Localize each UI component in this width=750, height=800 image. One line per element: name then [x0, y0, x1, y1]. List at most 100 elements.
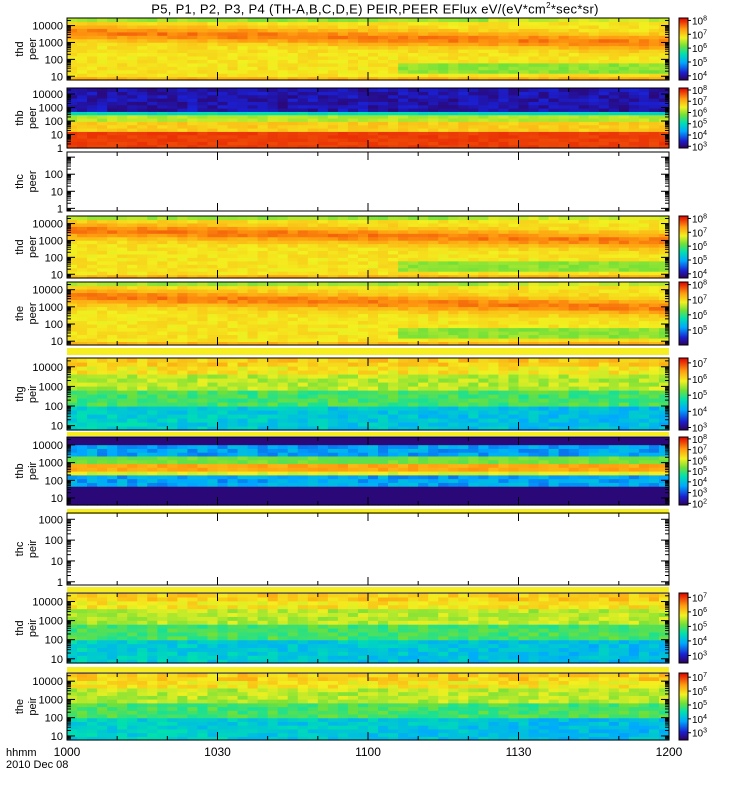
heatmap-cell	[438, 247, 449, 252]
heatmap-cell	[548, 73, 560, 78]
heatmap-cell	[528, 229, 540, 234]
heatmap-cell	[598, 66, 610, 71]
heatmap-cell	[67, 285, 78, 290]
heatmap-cell	[518, 303, 530, 308]
heatmap-cell	[187, 98, 199, 102]
heatmap-cell	[608, 274, 620, 279]
heatmap-cell	[508, 18, 520, 23]
heatmap-cell	[287, 49, 299, 54]
heatmap-cell	[307, 303, 319, 308]
heatmap-cell	[518, 21, 530, 26]
heatmap-cell	[87, 299, 98, 304]
heatmap-cell	[317, 76, 329, 81]
heatmap-cell	[157, 219, 168, 224]
heatmap-cell	[658, 98, 670, 102]
heatmap-cell	[428, 55, 439, 60]
heatmap-cell	[287, 334, 299, 339]
heatmap-cell	[558, 24, 570, 29]
heatmap-cell	[87, 38, 98, 43]
heatmap-cell	[307, 49, 319, 54]
heatmap-cell	[548, 240, 560, 245]
heatmap-cell	[478, 310, 489, 315]
heatmap-cell	[207, 341, 219, 346]
heatmap-cell	[247, 66, 259, 71]
heatmap-cell	[418, 128, 429, 132]
heatmap-cell	[588, 59, 600, 64]
heatmap-cell	[568, 98, 580, 102]
heatmap-cell	[528, 138, 540, 142]
heatmap-cell	[97, 306, 108, 311]
heatmap-cell	[588, 240, 600, 245]
heatmap-cell	[538, 236, 550, 241]
heatmap-cell	[578, 21, 590, 26]
heatmap-cell	[67, 292, 78, 297]
heatmap-cell	[438, 285, 449, 290]
heatmap-cell	[518, 98, 530, 102]
heatmap-cell	[378, 229, 389, 234]
heatmap-cell	[257, 331, 269, 336]
heatmap-cell	[67, 49, 78, 54]
heatmap-cell	[408, 334, 419, 339]
heatmap-cell	[658, 299, 670, 304]
heatmap-cell	[488, 45, 500, 50]
y-tick-label: 1000	[39, 302, 63, 314]
heatmap-cell	[267, 98, 279, 102]
heatmap-cell	[277, 18, 289, 23]
heatmap-cell	[398, 59, 409, 64]
heatmap-cell	[628, 317, 640, 322]
heatmap-cell	[107, 66, 118, 71]
heatmap-cell	[137, 292, 148, 297]
heatmap-cell	[608, 267, 620, 272]
heatmap-cell	[187, 131, 199, 136]
heatmap-cell	[97, 260, 108, 265]
heatmap-cell	[157, 327, 168, 332]
heatmap-cell	[648, 222, 660, 227]
heatmap-cell	[267, 216, 279, 221]
heatmap-cell	[378, 94, 389, 99]
heatmap-cell	[117, 108, 128, 112]
heatmap-cell	[578, 240, 590, 245]
heatmap-cell	[287, 62, 299, 67]
heatmap-cell	[548, 131, 560, 136]
heatmap-cell	[518, 233, 530, 238]
heatmap-cell	[468, 62, 479, 67]
heatmap-cell	[658, 111, 670, 116]
y-tick-label: 10	[51, 130, 63, 142]
heatmap-cell	[217, 317, 229, 322]
heatmap-cell	[588, 88, 600, 92]
heatmap-cell	[568, 55, 580, 60]
heatmap-cell	[267, 121, 279, 126]
heatmap-cell	[117, 28, 128, 33]
heatmap-cell	[628, 121, 640, 126]
heatmap-cell	[378, 111, 389, 116]
heatmap-cell	[267, 264, 279, 269]
heatmap-cell	[317, 52, 329, 57]
heatmap-cell	[558, 21, 570, 26]
heatmap-cell	[107, 274, 118, 279]
heatmap-cell	[307, 28, 319, 33]
heatmap-cell	[227, 306, 239, 311]
heatmap-cell	[67, 338, 78, 343]
heatmap-cell	[518, 285, 530, 290]
heatmap-cell	[77, 390, 88, 395]
heatmap-cell	[147, 104, 158, 109]
heatmap-cell	[237, 285, 249, 290]
heatmap-cell	[97, 406, 108, 411]
heatmap-cell	[247, 62, 259, 67]
heatmap-cell	[448, 18, 459, 23]
heatmap-cell	[207, 327, 219, 332]
heatmap-cell	[378, 219, 389, 224]
heatmap-cell	[97, 282, 108, 287]
heatmap-cell	[317, 59, 329, 64]
heatmap-cell	[167, 236, 178, 241]
heatmap-cell	[137, 240, 148, 245]
heatmap-cell	[137, 144, 148, 149]
heatmap-cell	[658, 317, 670, 322]
heatmap-cell	[217, 216, 229, 221]
heatmap-cell	[648, 313, 660, 318]
heatmap-cell	[247, 111, 259, 116]
heatmap-cell	[147, 306, 158, 311]
heatmap-cell	[317, 338, 329, 343]
